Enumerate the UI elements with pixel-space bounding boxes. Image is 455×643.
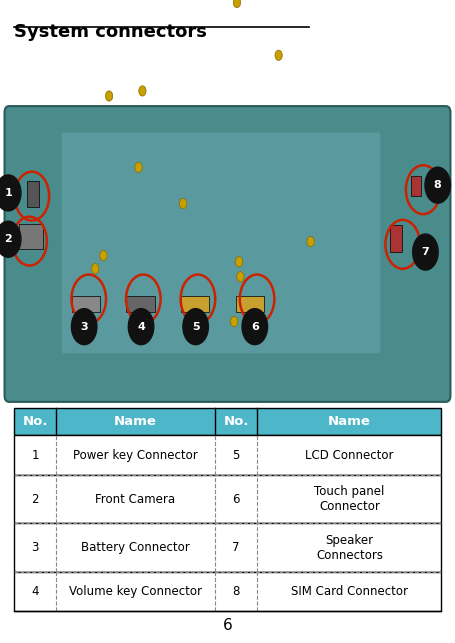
Circle shape bbox=[413, 234, 438, 270]
Circle shape bbox=[100, 250, 107, 260]
Bar bbox=[14, 475, 441, 523]
Circle shape bbox=[139, 86, 146, 96]
FancyBboxPatch shape bbox=[61, 132, 380, 354]
Circle shape bbox=[0, 221, 21, 257]
Bar bbox=[72, 296, 100, 312]
Bar bbox=[14, 572, 441, 611]
Text: Name: Name bbox=[114, 415, 157, 428]
Text: 6: 6 bbox=[251, 322, 259, 332]
Circle shape bbox=[183, 309, 208, 345]
Text: 3: 3 bbox=[81, 322, 88, 332]
Text: Front Camera: Front Camera bbox=[96, 493, 176, 506]
Text: Name: Name bbox=[328, 415, 371, 428]
Text: Power key Connector: Power key Connector bbox=[73, 449, 198, 462]
Text: LCD Connector: LCD Connector bbox=[305, 449, 394, 462]
Text: 7: 7 bbox=[233, 541, 240, 554]
Text: 1: 1 bbox=[31, 449, 39, 462]
Circle shape bbox=[233, 0, 241, 8]
Circle shape bbox=[275, 50, 282, 60]
Text: 5: 5 bbox=[192, 322, 199, 332]
Bar bbox=[19, 224, 43, 249]
Circle shape bbox=[0, 175, 21, 211]
Text: 6: 6 bbox=[233, 493, 240, 506]
Text: Battery Connector: Battery Connector bbox=[81, 541, 190, 554]
Text: Speaker
Connectors: Speaker Connectors bbox=[316, 534, 383, 561]
Circle shape bbox=[235, 257, 243, 267]
Circle shape bbox=[128, 309, 154, 345]
Bar bbox=[14, 435, 441, 475]
Text: No.: No. bbox=[22, 415, 48, 428]
Text: Volume key Connector: Volume key Connector bbox=[69, 585, 202, 598]
Circle shape bbox=[242, 309, 268, 345]
FancyBboxPatch shape bbox=[5, 106, 450, 402]
Text: 6: 6 bbox=[222, 619, 233, 633]
Circle shape bbox=[135, 162, 142, 172]
Text: Touch panel
Connector: Touch panel Connector bbox=[314, 485, 384, 513]
Circle shape bbox=[179, 199, 187, 209]
Bar bbox=[14, 408, 441, 435]
Text: 8: 8 bbox=[434, 180, 442, 190]
Text: 7: 7 bbox=[421, 247, 430, 257]
Text: 2: 2 bbox=[4, 234, 12, 244]
Circle shape bbox=[106, 91, 113, 101]
Bar bbox=[14, 523, 441, 572]
Circle shape bbox=[231, 316, 238, 327]
Circle shape bbox=[71, 309, 97, 345]
Text: 4: 4 bbox=[137, 322, 145, 332]
Bar bbox=[126, 296, 155, 312]
Circle shape bbox=[91, 264, 99, 274]
Text: 1: 1 bbox=[4, 188, 12, 198]
Text: SIM Card Connector: SIM Card Connector bbox=[291, 585, 408, 598]
Circle shape bbox=[425, 167, 450, 203]
Bar bbox=[181, 296, 209, 312]
Circle shape bbox=[307, 237, 314, 247]
Text: System connectors: System connectors bbox=[14, 23, 207, 41]
Circle shape bbox=[237, 271, 244, 282]
Text: 5: 5 bbox=[233, 449, 240, 462]
Bar bbox=[236, 296, 264, 312]
Text: 4: 4 bbox=[31, 585, 39, 598]
Text: 8: 8 bbox=[233, 585, 240, 598]
Text: No.: No. bbox=[223, 415, 249, 428]
Bar bbox=[390, 225, 402, 252]
Text: 3: 3 bbox=[31, 541, 39, 554]
Text: 2: 2 bbox=[31, 493, 39, 506]
Bar bbox=[27, 181, 39, 207]
Bar bbox=[411, 176, 421, 196]
